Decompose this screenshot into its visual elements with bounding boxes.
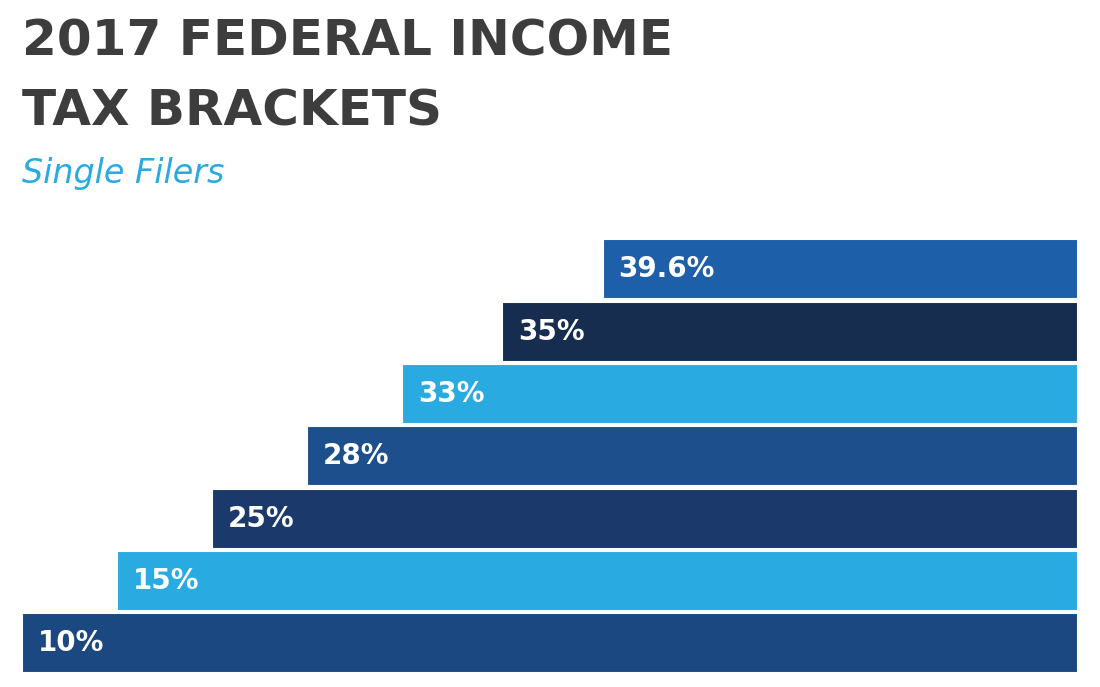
Bar xyxy=(603,239,1078,300)
Bar xyxy=(503,302,1078,361)
Text: 35%: 35% xyxy=(518,317,585,346)
Text: TAX BRACKETS: TAX BRACKETS xyxy=(22,87,442,135)
Bar xyxy=(22,613,1078,673)
Bar xyxy=(212,488,1078,549)
Bar xyxy=(307,427,1078,486)
Text: 10%: 10% xyxy=(37,629,104,657)
Text: 33%: 33% xyxy=(418,380,484,408)
Bar xyxy=(117,551,1078,611)
Text: 25%: 25% xyxy=(228,505,295,532)
Text: 15%: 15% xyxy=(133,567,199,595)
Text: 28%: 28% xyxy=(323,442,389,471)
Text: 2017 FEDERAL INCOME: 2017 FEDERAL INCOME xyxy=(22,18,673,65)
Text: 39.6%: 39.6% xyxy=(618,256,715,283)
Text: Single Filers: Single Filers xyxy=(22,157,224,190)
Bar xyxy=(403,364,1078,424)
